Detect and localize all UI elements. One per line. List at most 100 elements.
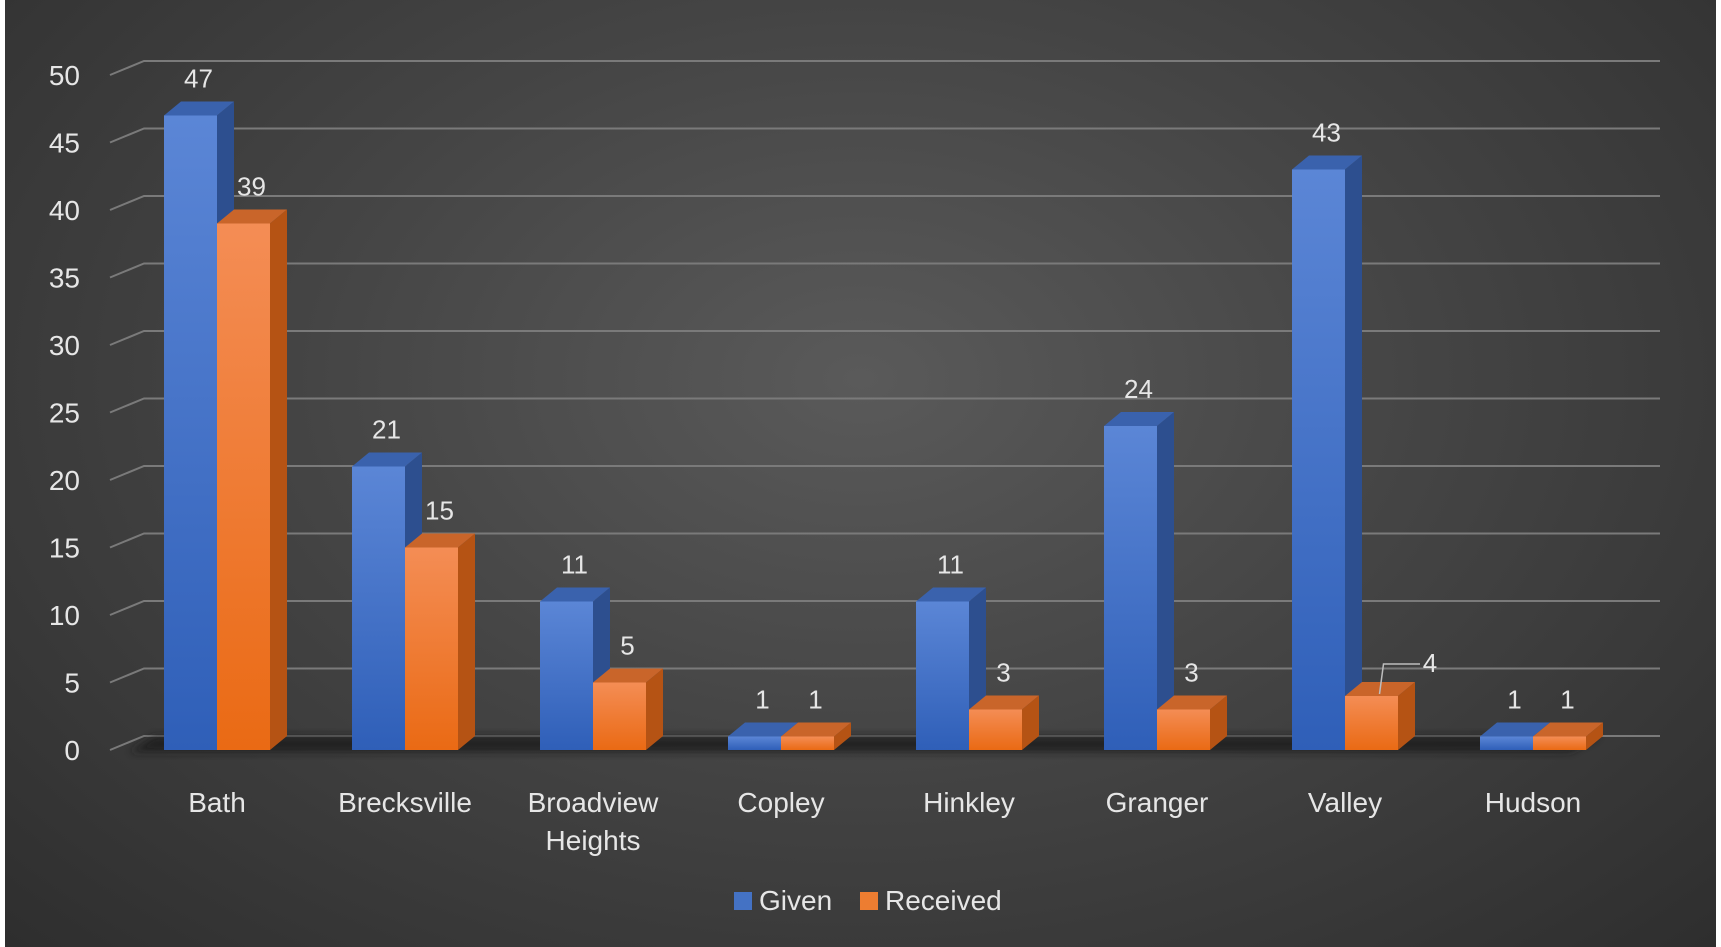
y-tick-label: 25	[49, 398, 80, 429]
data-label: 5	[620, 631, 634, 661]
bar-side	[1398, 682, 1415, 750]
bar-top	[164, 101, 234, 116]
gridline	[109, 127, 1660, 144]
bar-top	[1157, 695, 1227, 710]
y-tick-label: 30	[49, 330, 80, 361]
bar-top	[405, 533, 475, 548]
bar-side	[458, 533, 475, 750]
data-label: 24	[1124, 374, 1153, 404]
y-tick-label: 5	[64, 668, 80, 699]
bar-top	[1104, 412, 1174, 426]
x-tick-label: Bath	[188, 787, 246, 818]
data-label: 39	[237, 172, 266, 202]
bar-front	[728, 736, 781, 750]
bar	[1104, 412, 1174, 750]
chart-area	[5, 0, 1716, 947]
bar-top	[1480, 722, 1550, 737]
data-label: 11	[561, 550, 588, 580]
gridline	[109, 195, 1660, 211]
bar-top	[1533, 722, 1603, 737]
bar-top	[593, 668, 663, 683]
y-tick-label: 10	[49, 600, 80, 631]
x-tick-label: Broadview Heights	[528, 787, 660, 856]
y-tick-label: 0	[64, 735, 80, 766]
bar	[217, 209, 287, 750]
bar-front	[164, 115, 217, 750]
bar	[593, 668, 663, 750]
legend-swatch	[734, 892, 752, 910]
bar-top	[1292, 155, 1362, 170]
data-label: 21	[372, 415, 401, 445]
x-axis: Bath Brecksville Broadview Heights Copley Hin…	[188, 787, 1581, 856]
data-label: 15	[425, 496, 454, 526]
bar-top	[217, 209, 287, 224]
bar-top	[781, 722, 851, 737]
bar	[352, 452, 422, 750]
bars	[164, 101, 1603, 750]
x-tick-label: Hudson	[1485, 787, 1582, 818]
bar	[969, 695, 1039, 750]
legend-swatch	[860, 892, 878, 910]
legend-label: Given	[759, 885, 832, 916]
y-tick-label: 40	[49, 195, 80, 226]
data-label: 1	[808, 685, 822, 715]
bar-front	[352, 466, 405, 750]
bar-front	[781, 736, 834, 750]
y-tick-label: 45	[49, 128, 80, 159]
data-label: 3	[996, 658, 1010, 688]
bar-side	[1022, 695, 1039, 750]
bar-front	[1480, 736, 1533, 750]
leader-line	[1378, 663, 1420, 695]
bar-front	[1292, 169, 1345, 750]
floor-shadow	[130, 736, 1600, 752]
data-label: 4	[1423, 648, 1437, 678]
bar	[164, 101, 234, 750]
bar-front	[217, 223, 270, 750]
data-label: 1	[1560, 685, 1574, 715]
bar-front	[405, 547, 458, 750]
bar	[781, 722, 851, 750]
bar-side	[834, 722, 851, 750]
bar-top	[352, 452, 422, 467]
bar-front	[1104, 426, 1157, 750]
x-tick-label: Valley	[1308, 787, 1382, 818]
gridline	[109, 397, 1660, 414]
bar-top	[916, 587, 986, 602]
bar-side	[1157, 412, 1174, 750]
data-label: 47	[184, 64, 213, 94]
gridline	[109, 465, 1660, 481]
bar-front	[916, 601, 969, 750]
legend: Given Received	[734, 885, 1002, 916]
bar-side	[1586, 722, 1603, 750]
bar	[1533, 722, 1603, 750]
y-tick-label: 35	[49, 263, 80, 294]
bar-side	[1345, 155, 1362, 750]
data-label: 3	[1184, 658, 1198, 688]
bar	[1292, 155, 1362, 750]
bar-front	[593, 682, 646, 750]
gridline	[109, 600, 1660, 616]
legend-label: Received	[885, 885, 1002, 916]
data-label: 1	[755, 685, 769, 715]
y-tick-label: 15	[49, 533, 80, 564]
bar	[916, 587, 986, 750]
gridline	[109, 60, 1660, 76]
x-tick-label: Granger	[1106, 787, 1209, 818]
y-tick-label: 20	[49, 465, 80, 496]
bar-front	[1345, 696, 1398, 750]
x-tick-label: Brecksville	[338, 787, 472, 818]
bar-side	[270, 209, 287, 750]
bar-top	[728, 722, 798, 737]
gridline	[109, 330, 1660, 346]
gridline	[109, 532, 1660, 549]
bar	[405, 533, 475, 750]
bar-front	[540, 601, 593, 750]
data-label: 43	[1312, 118, 1341, 148]
gridline	[109, 262, 1660, 279]
x-tick-label: Hinkley	[923, 787, 1015, 818]
gridlines	[109, 60, 1660, 751]
bar-top	[540, 587, 610, 602]
y-tick-label: 50	[49, 60, 80, 91]
